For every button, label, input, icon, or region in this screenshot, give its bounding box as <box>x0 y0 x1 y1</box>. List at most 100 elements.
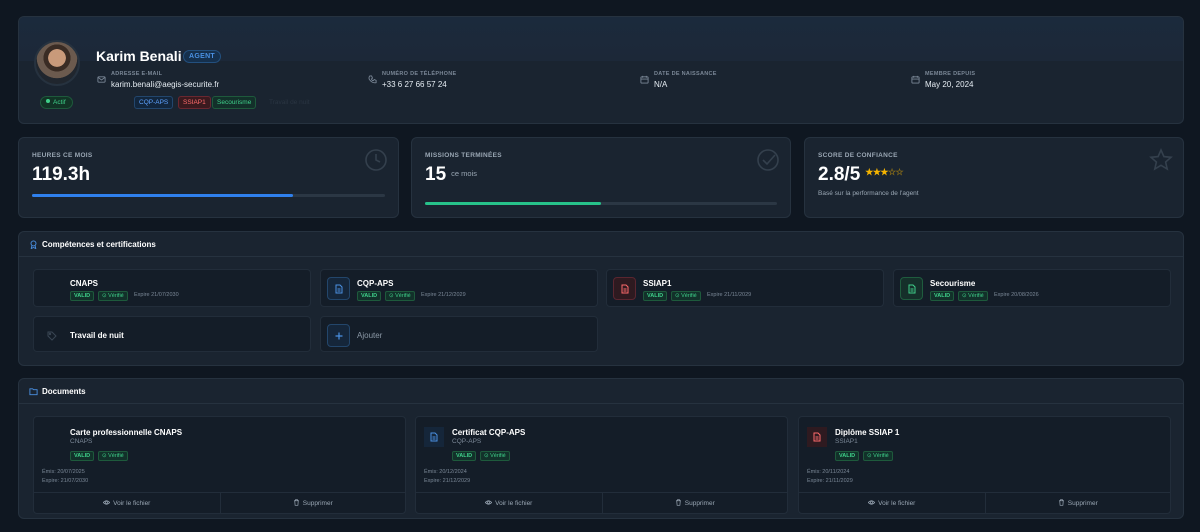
document-expiry: Expire: 21/07/2030 <box>42 478 89 484</box>
verified-text: Vérifié <box>490 453 506 459</box>
trust-value: 2.8/5 <box>818 164 861 185</box>
stars-empty: ☆☆ <box>887 167 904 177</box>
document-type: SSIAP1 <box>835 438 858 445</box>
missions-progress-fill <box>425 202 601 205</box>
delete-button[interactable]: Supprimer <box>601 493 788 513</box>
check-circle-icon <box>757 149 779 171</box>
verified-text: Vérifié <box>395 293 411 299</box>
trust-note: Basé sur la performance de l'agent <box>818 190 919 197</box>
skill-expiry: Expire 21/11/2029 <box>707 292 752 298</box>
trust-card: SCORE DE CONFIANCE 2.8/5 ★★★☆☆ Basé sur l… <box>804 137 1184 218</box>
document-title: Certificat CQP-APS <box>452 428 526 437</box>
skill-expiry: Expire 21/07/2030 <box>134 292 179 298</box>
skills-section: Compétences et certifications CNAPS VALI… <box>18 231 1184 366</box>
tag-cqp-aps: CQP-APS <box>134 96 174 109</box>
verified-badge: ⊙ Vérifié <box>98 451 128 461</box>
file-icon <box>900 277 923 300</box>
verified-text: Vérifié <box>108 293 124 299</box>
skill-card-secourisme[interactable]: Secourisme VALID ⊙ Vérifié Expire 20/08/… <box>893 269 1171 307</box>
tag-icon <box>40 324 63 347</box>
file-icon <box>807 427 827 447</box>
rating-stars: ★★★☆☆ <box>865 167 903 177</box>
verified-badge: ⊙ Vérifié <box>385 291 415 301</box>
verified-badge: ⊙ Vérifié <box>863 451 893 461</box>
verified-text: Vérifié <box>681 293 697 299</box>
plus-icon <box>327 324 350 347</box>
view-file-button[interactable]: Voir le fichier <box>34 493 220 513</box>
file-icon <box>327 277 350 300</box>
mail-icon <box>97 76 106 83</box>
trash-icon <box>675 499 681 506</box>
clock-icon <box>365 149 387 171</box>
verified-badge: ⊙ Vérifié <box>958 291 988 301</box>
document-expiry: Expire: 21/12/2029 <box>424 478 471 484</box>
missions-card: MISSIONS TERMINÉES 15 ce mois <box>411 137 791 218</box>
missions-progress <box>425 202 777 205</box>
tag-secourisme: Secourisme <box>212 96 257 109</box>
hours-value: 119.3h <box>32 164 91 185</box>
skill-card-night-work[interactable]: Travail de nuit <box>33 316 311 352</box>
skill-card-ssiap1[interactable]: SSIAP1 VALID ⊙ Vérifié Expire 21/11/2029 <box>606 269 884 307</box>
avatar <box>34 40 80 86</box>
tag-ssiap1: SSIAP1 <box>178 96 211 109</box>
missions-label: MISSIONS TERMINÉES <box>425 152 502 159</box>
skill-expiry: Expire 20/08/2026 <box>994 292 1039 298</box>
skill-card-cqp-aps[interactable]: CQP-APS VALID ⊙ Vérifié Expire 21/12/202… <box>320 269 598 307</box>
document-expiry: Expire: 21/11/2029 <box>807 478 853 484</box>
file-icon <box>613 277 636 300</box>
documents-title: Documents <box>42 387 86 396</box>
email-value: karim.benali@aegis-securite.fr <box>111 80 220 89</box>
missions-sub: ce mois <box>451 169 477 178</box>
agent-name: Karim Benali <box>96 48 182 64</box>
document-title: Carte professionnelle CNAPS <box>70 428 183 437</box>
delete-label: Supprimer <box>1067 500 1098 507</box>
trust-value-wrap: 2.8/5 ★★★☆☆ <box>818 164 904 186</box>
hours-progress-fill <box>32 194 294 197</box>
member-label: MEMBRE DEPUIS <box>925 71 976 77</box>
eye-icon <box>485 500 493 505</box>
calendar-icon <box>911 75 920 84</box>
document-card-cqp-aps: Certificat CQP-APS CQP-APS VALID ⊙ Vérif… <box>415 416 788 514</box>
status-dot <box>46 99 50 103</box>
view-file-button[interactable]: Voir le fichier <box>416 493 602 513</box>
view-file-button[interactable]: Voir le fichier <box>799 493 985 513</box>
verified-text: Vérifié <box>873 453 889 459</box>
hours-label: HEURES CE MOIS <box>32 152 93 159</box>
member-value: May 20, 2024 <box>925 80 974 89</box>
view-file-label: Voir le fichier <box>113 500 151 507</box>
file-icon <box>40 426 63 449</box>
valid-badge: VALID <box>70 451 95 461</box>
valid-badge: VALID <box>452 451 477 461</box>
skills-header: Compétences et certifications <box>19 232 1183 257</box>
document-issued: Émis: 20/11/2024 <box>807 469 850 475</box>
valid-badge: VALID <box>643 291 668 301</box>
hours-progress <box>32 194 385 197</box>
missions-value: 15 <box>425 164 447 185</box>
add-skill-label: Ajouter <box>357 331 383 340</box>
eye-icon <box>868 500 876 505</box>
skill-name: CNAPS <box>70 279 99 288</box>
skill-name: Travail de nuit <box>70 331 124 340</box>
skill-name: Secourisme <box>930 279 976 288</box>
phone-value: +33 6 27 66 57 24 <box>382 80 447 89</box>
delete-button[interactable]: Supprimer <box>984 493 1171 513</box>
award-icon <box>30 240 37 249</box>
valid-badge: VALID <box>835 451 860 461</box>
trash-icon <box>293 499 299 506</box>
phone-icon <box>368 75 377 84</box>
eye-icon <box>103 500 111 505</box>
skill-name: SSIAP1 <box>643 279 672 288</box>
skill-card-cnaps[interactable]: CNAPS VALID ⊙ Vérifié Expire 21/07/2030 <box>33 269 311 307</box>
star-icon <box>1149 148 1173 171</box>
calendar-icon <box>640 75 649 84</box>
missions-value-wrap: 15 ce mois <box>425 164 477 186</box>
skills-title: Compétences et certifications <box>42 240 156 249</box>
verified-badge: ⊙ Vérifié <box>98 291 128 301</box>
view-file-label: Voir le fichier <box>878 500 916 507</box>
document-type: CNAPS <box>70 438 93 445</box>
status-badge: Actif <box>40 96 73 109</box>
delete-button[interactable]: Supprimer <box>219 493 406 513</box>
verified-text: Vérifié <box>108 453 124 459</box>
add-skill-button[interactable]: Ajouter <box>320 316 598 352</box>
file-icon <box>40 277 63 300</box>
